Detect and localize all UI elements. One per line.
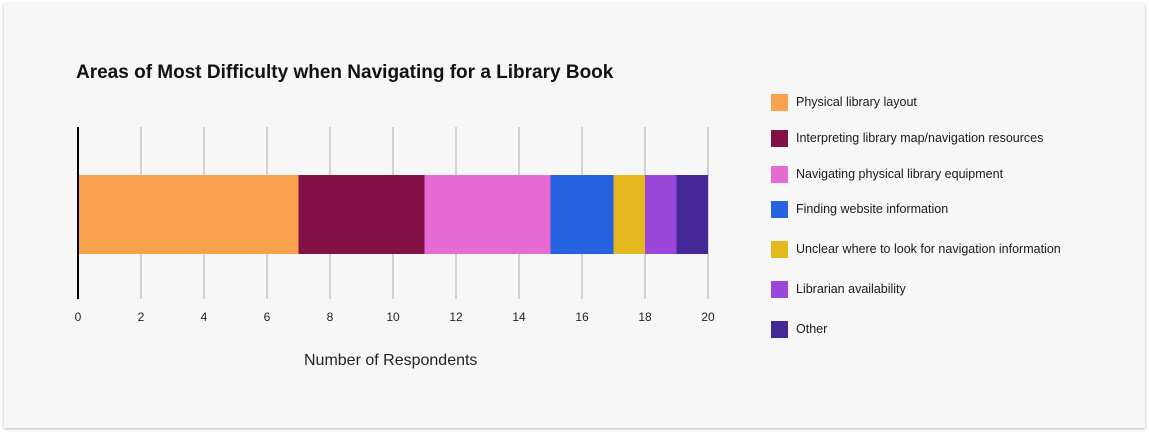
legend-swatch (771, 321, 788, 338)
bar-segment (676, 175, 708, 254)
bar-segment (645, 175, 677, 254)
legend-label: Librarian availability (796, 282, 906, 296)
bar-segment (298, 175, 425, 254)
x-tick-label: 20 (701, 310, 715, 324)
legend-swatch (771, 281, 788, 298)
legend: Physical library layout Interpreting lib… (771, 0, 1131, 437)
x-tick-label: 4 (201, 310, 208, 324)
legend-swatch (771, 166, 788, 183)
x-axis-label: Number of Respondents (304, 352, 478, 369)
bar-segment (550, 175, 614, 254)
bar-segment (424, 175, 551, 254)
legend-label: Unclear where to look for navigation inf… (796, 242, 1061, 256)
x-tick-label: 8 (327, 310, 334, 324)
x-tick-label: 0 (75, 310, 82, 324)
legend-label: Navigating physical library equipment (796, 167, 1004, 181)
legend-swatch (771, 94, 788, 111)
x-tick-label: 2 (138, 310, 145, 324)
stacked-bar-chart: 0 2 4 6 8 10 12 14 16 18 20 (75, 127, 715, 324)
legend-label: Physical library layout (796, 95, 917, 109)
bar-segment (78, 175, 299, 254)
x-tick-label: 12 (449, 310, 463, 324)
legend-label: Other (796, 322, 828, 336)
chart-title: Areas of Most Difficulty when Navigating… (76, 62, 614, 83)
x-tick-label: 18 (638, 310, 652, 324)
legend-label: Interpreting library map/navigation reso… (796, 131, 1044, 145)
legend-swatch (771, 241, 788, 258)
x-tick-label: 16 (575, 310, 589, 324)
x-tick-label: 10 (386, 310, 400, 324)
legend-swatch (771, 201, 788, 218)
x-tick-label: 6 (264, 310, 271, 324)
x-tick-label: 14 (512, 310, 526, 324)
bar-segment (613, 175, 645, 254)
legend-label: Finding website information (796, 202, 949, 216)
legend-swatch (771, 130, 788, 147)
